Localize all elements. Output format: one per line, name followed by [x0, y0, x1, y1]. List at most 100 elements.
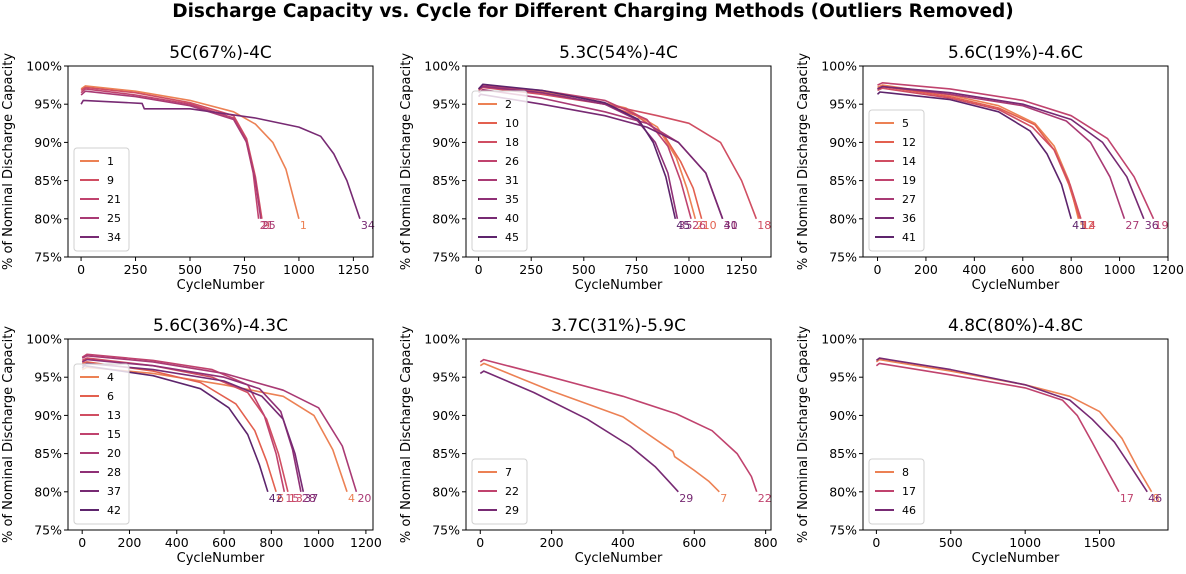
end-label: 1 [300, 219, 307, 232]
series-line [877, 87, 1082, 220]
y-axis-label: % of Nominal Discharge Capacity [796, 53, 811, 270]
y-tick-label: 75% [432, 523, 460, 538]
end-label: 21 [260, 219, 274, 232]
series-line [875, 357, 1148, 493]
y-axis-label: % of Nominal Discharge Capacity [399, 326, 414, 543]
y-tick-label: 90% [34, 408, 62, 423]
x-tick-label: 800 [1059, 262, 1083, 277]
x-tick-label: 1000 [1009, 535, 1041, 550]
legend-label: 21 [107, 193, 121, 206]
plot-frame [67, 338, 374, 531]
legend-box [73, 363, 130, 525]
x-tick-label: 600 [1011, 262, 1035, 277]
legend: 5 12 14 19 27 36 41 [868, 109, 925, 252]
end-label: 5 [1079, 219, 1086, 232]
subplot-title: 4.8C(80%)-4.8C [948, 316, 1083, 336]
x-axis-label: CycleNumber [575, 551, 663, 566]
legend-label: 29 [505, 504, 519, 517]
legend-label: 1 [107, 155, 114, 168]
series-line [479, 358, 758, 493]
y-tick-label: 80% [829, 484, 857, 499]
x-tick-label: 200 [914, 262, 938, 277]
legend-label: 17 [902, 485, 916, 498]
legend-label: 42 [107, 504, 121, 517]
x-tick-label: 0 [874, 262, 882, 277]
end-label: 46 [1148, 492, 1162, 505]
x-tick-label: 800 [754, 535, 778, 550]
x-tick-label: 400 [962, 262, 986, 277]
legend-label: 22 [505, 485, 519, 498]
legend-label: 13 [107, 409, 121, 422]
series-line [479, 370, 679, 493]
legend-label: 25 [107, 212, 121, 225]
x-tick-label: 250 [519, 262, 543, 277]
end-label: 2 [696, 219, 703, 232]
end-label: 27 [1125, 219, 1139, 232]
series-line [80, 86, 263, 219]
legend-label: 28 [107, 466, 121, 479]
x-tick-label: 400 [165, 535, 189, 550]
x-tick-label: 1000 [303, 535, 335, 550]
x-tick-label: 500 [939, 535, 963, 550]
x-axis-label: CycleNumber [177, 278, 265, 293]
x-tick-label: 0 [872, 535, 880, 550]
end-label: 40 [724, 219, 738, 232]
x-tick-label: 750 [233, 262, 257, 277]
series-line [877, 85, 1145, 220]
end-label: 7 [720, 492, 727, 505]
end-label: 34 [361, 219, 375, 232]
series-line [81, 353, 286, 492]
x-tick-label: 500 [178, 262, 202, 277]
y-tick-label: 80% [432, 484, 460, 499]
y-tick-label: 85% [829, 173, 857, 188]
y-tick-label: 95% [432, 370, 460, 385]
legend-box [471, 90, 528, 252]
end-label: 4 [348, 492, 355, 505]
y-tick-label: 95% [34, 370, 62, 385]
end-label: 6 [277, 492, 284, 505]
y-axis-label: % of Nominal Discharge Capacity [1, 53, 16, 270]
plot-frame [67, 65, 374, 258]
subplot-title: 3.7C(31%)-5.9C [551, 316, 686, 336]
subplot-title: 5.6C(19%)-4.6C [948, 43, 1083, 63]
legend-label: 6 [107, 390, 114, 403]
x-tick-label: 1200 [350, 535, 382, 550]
end-label: 15 [285, 492, 299, 505]
end-label: 41 [1072, 219, 1086, 232]
y-tick-label: 75% [432, 250, 460, 265]
y-tick-label: 80% [34, 484, 62, 499]
y-tick-label: 85% [432, 446, 460, 461]
y-tick-label: 80% [432, 211, 460, 226]
y-tick-label: 85% [829, 446, 857, 461]
x-tick-label: 200 [118, 535, 142, 550]
y-tick-label: 75% [34, 250, 62, 265]
x-tick-label: 0 [78, 535, 86, 550]
x-axis-label: CycleNumber [972, 551, 1060, 566]
y-tick-label: 75% [34, 523, 62, 538]
end-label: 26 [692, 219, 706, 232]
end-label: 42 [269, 492, 283, 505]
legend-label: 15 [107, 428, 121, 441]
legend: 4 6 13 15 20 28 37 42 [73, 363, 130, 525]
y-tick-label: 90% [432, 135, 460, 150]
legend-label: 12 [902, 136, 916, 149]
subplot: 3.7C(31%)-5.9C 7 22 29 0 200 400 600 800 75% 80% 85… [399, 316, 778, 566]
legend-label: 18 [505, 136, 519, 149]
legend: 1 9 21 25 34 [73, 147, 130, 252]
y-tick-label: 100% [821, 59, 857, 74]
x-tick-label: 250 [124, 262, 148, 277]
y-tick-label: 80% [829, 211, 857, 226]
x-tick-label: 400 [611, 535, 635, 550]
y-tick-label: 90% [432, 408, 460, 423]
y-tick-label: 90% [829, 135, 857, 150]
legend-label: 40 [505, 212, 519, 225]
subplot-title: 5.6C(36%)-4.3C [153, 316, 288, 336]
end-label: 12 [1081, 219, 1095, 232]
series-line [81, 357, 289, 492]
y-tick-label: 90% [34, 135, 62, 150]
y-tick-label: 90% [829, 408, 857, 423]
